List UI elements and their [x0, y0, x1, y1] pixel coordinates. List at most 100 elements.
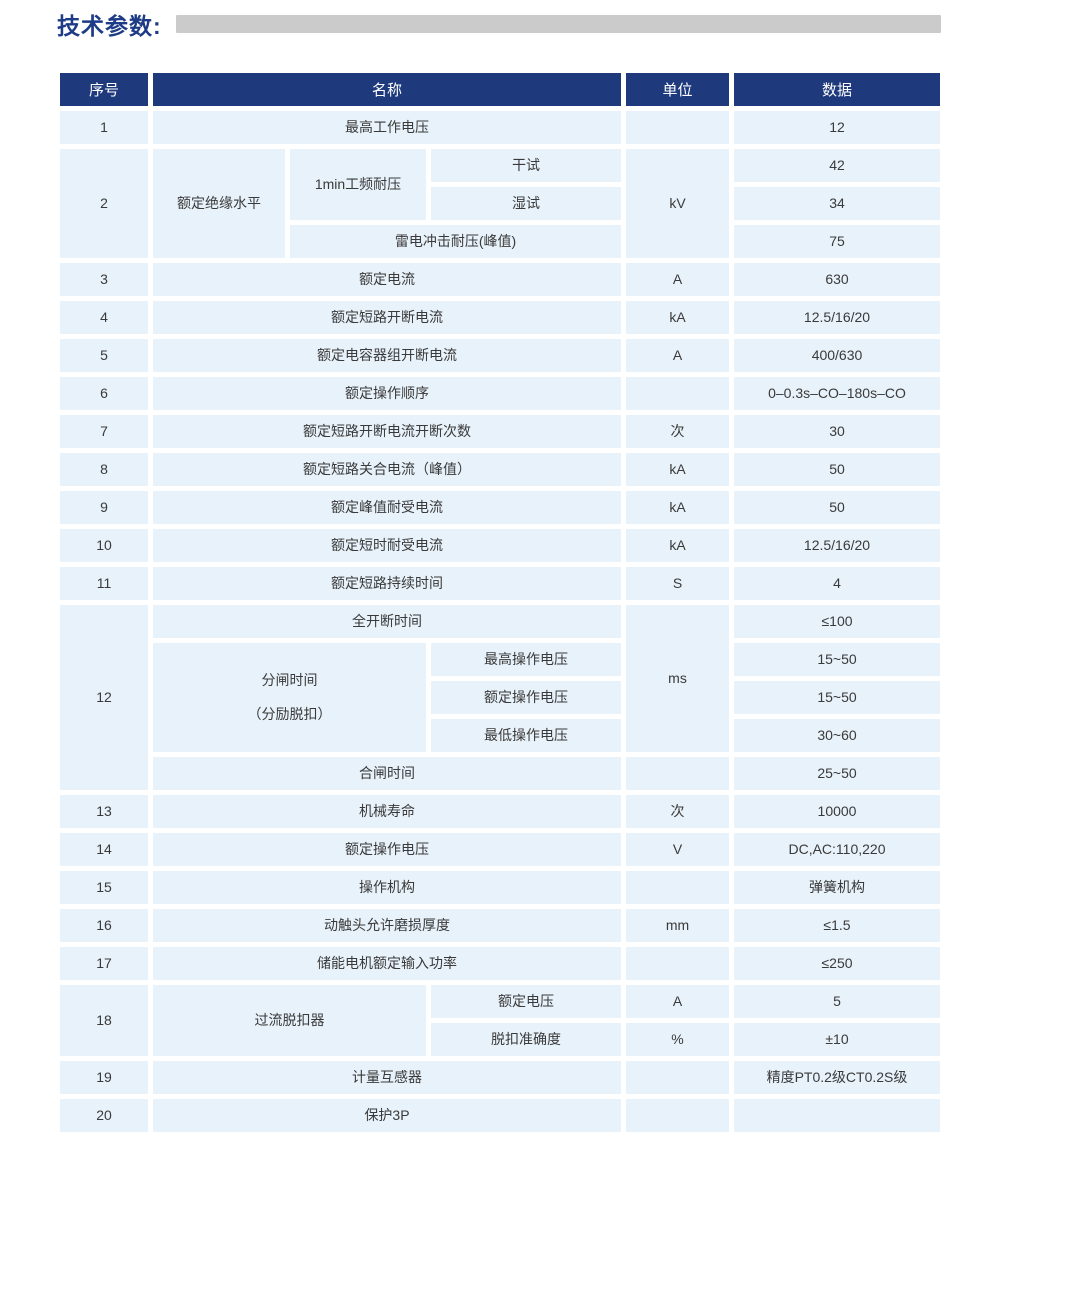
serial-cell: 6	[60, 377, 148, 410]
name-cell: 机械寿命	[153, 795, 621, 828]
data-cell: 15~50	[734, 643, 940, 676]
name-cell: 额定短路开断电流开断次数	[153, 415, 621, 448]
data-cell: 12.5/16/20	[734, 529, 940, 562]
group-cell-line2: （分励脱扣）	[247, 705, 332, 722]
header-unit: 单位	[626, 73, 729, 106]
unit-cell	[626, 1099, 729, 1132]
unit-cell: kA	[626, 491, 729, 524]
serial-cell: 8	[60, 453, 148, 486]
serial-cell: 12	[60, 605, 148, 790]
serial-cell: 2	[60, 149, 148, 258]
unit-cell	[626, 111, 729, 144]
unit-cell: %	[626, 1023, 729, 1056]
unit-cell: ms	[626, 605, 729, 752]
name-cell: 额定电流	[153, 263, 621, 296]
section-title-row: 技术参数:	[57, 10, 941, 39]
serial-cell: 3	[60, 263, 148, 296]
group-cell-line1: 分闸时间	[261, 672, 318, 688]
data-cell: 50	[734, 453, 940, 486]
subname-cell: 额定电压	[431, 985, 621, 1018]
name-cell: 额定短路持续时间	[153, 567, 621, 600]
data-cell: 10000	[734, 795, 940, 828]
unit-cell: A	[626, 339, 729, 372]
data-cell: 12.5/16/20	[734, 301, 940, 334]
data-cell: 42	[734, 149, 940, 182]
name-cell: 额定操作电压	[153, 833, 621, 866]
unit-cell: kV	[626, 149, 729, 258]
header-name: 名称	[153, 73, 621, 106]
data-cell: 12	[734, 111, 940, 144]
data-cell: 75	[734, 225, 940, 258]
unit-cell: mm	[626, 909, 729, 942]
name-cell: 最高工作电压	[153, 111, 621, 144]
subname-cell: 干试	[431, 149, 621, 182]
unit-cell: kA	[626, 453, 729, 486]
serial-cell: 1	[60, 111, 148, 144]
serial-cell: 15	[60, 871, 148, 904]
name-cell: 储能电机额定输入功率	[153, 947, 621, 980]
subname-cell: 额定操作电压	[431, 681, 621, 714]
group-cell: 过流脱扣器	[153, 985, 426, 1056]
name-cell: 额定短时耐受电流	[153, 529, 621, 562]
data-cell	[734, 1099, 940, 1132]
name-cell: 操作机构	[153, 871, 621, 904]
data-cell: 0–0.3s–CO–180s–CO	[734, 377, 940, 410]
unit-cell	[626, 1061, 729, 1094]
data-cell: 30	[734, 415, 940, 448]
unit-cell	[626, 947, 729, 980]
data-cell: 400/630	[734, 339, 940, 372]
name-cell: 额定峰值耐受电流	[153, 491, 621, 524]
header-data: 数据	[734, 73, 940, 106]
name-cell: 合闸时间	[153, 757, 621, 790]
data-cell: 30~60	[734, 719, 940, 752]
unit-cell	[626, 377, 729, 410]
name-cell: 保护3P	[153, 1099, 621, 1132]
serial-cell: 4	[60, 301, 148, 334]
content-area: 技术参数: 序号 名称 单位 数据 1 最高工作电压 12 2 额定绝缘水平 1…	[57, 0, 941, 1132]
data-cell: 630	[734, 263, 940, 296]
serial-cell: 7	[60, 415, 148, 448]
data-cell: ≤1.5	[734, 909, 940, 942]
unit-cell: 次	[626, 795, 729, 828]
data-cell: 精度PT0.2级CT0.2S级	[734, 1061, 940, 1094]
parameters-table: 序号 名称 单位 数据 1 最高工作电压 12 2 额定绝缘水平 1min工频耐…	[60, 73, 940, 1132]
data-cell: ≤250	[734, 947, 940, 980]
serial-cell: 18	[60, 985, 148, 1056]
subname-cell: 湿试	[431, 187, 621, 220]
group-cell: 分闸时间 （分励脱扣）	[153, 643, 426, 752]
unit-cell: V	[626, 833, 729, 866]
serial-cell: 16	[60, 909, 148, 942]
name-cell: 额定电容器组开断电流	[153, 339, 621, 372]
page-title: 技术参数:	[57, 13, 162, 39]
serial-cell: 5	[60, 339, 148, 372]
unit-cell: A	[626, 263, 729, 296]
title-underline-bar	[175, 15, 941, 33]
data-cell: ±10	[734, 1023, 940, 1056]
unit-cell: A	[626, 985, 729, 1018]
serial-cell: 20	[60, 1099, 148, 1132]
data-cell: 5	[734, 985, 940, 1018]
name-cell: 全开断时间	[153, 605, 621, 638]
serial-cell: 14	[60, 833, 148, 866]
subgroup-cell: 1min工频耐压	[290, 149, 426, 220]
name-cell: 动触头允许磨损厚度	[153, 909, 621, 942]
subname-cell: 脱扣准确度	[431, 1023, 621, 1056]
serial-cell: 9	[60, 491, 148, 524]
name-cell: 额定短路关合电流（峰值）	[153, 453, 621, 486]
subname-cell: 最低操作电压	[431, 719, 621, 752]
serial-cell: 13	[60, 795, 148, 828]
group-cell: 额定绝缘水平	[153, 149, 285, 258]
data-cell: 34	[734, 187, 940, 220]
data-cell: DC,AC:110,220	[734, 833, 940, 866]
data-cell: 弹簧机构	[734, 871, 940, 904]
data-cell: 4	[734, 567, 940, 600]
data-cell: 50	[734, 491, 940, 524]
serial-cell: 19	[60, 1061, 148, 1094]
header-no: 序号	[60, 73, 148, 106]
data-cell: ≤100	[734, 605, 940, 638]
unit-cell	[626, 757, 729, 790]
unit-cell: kA	[626, 529, 729, 562]
unit-cell: kA	[626, 301, 729, 334]
subname-cell: 雷电冲击耐压(峰值)	[290, 225, 621, 258]
